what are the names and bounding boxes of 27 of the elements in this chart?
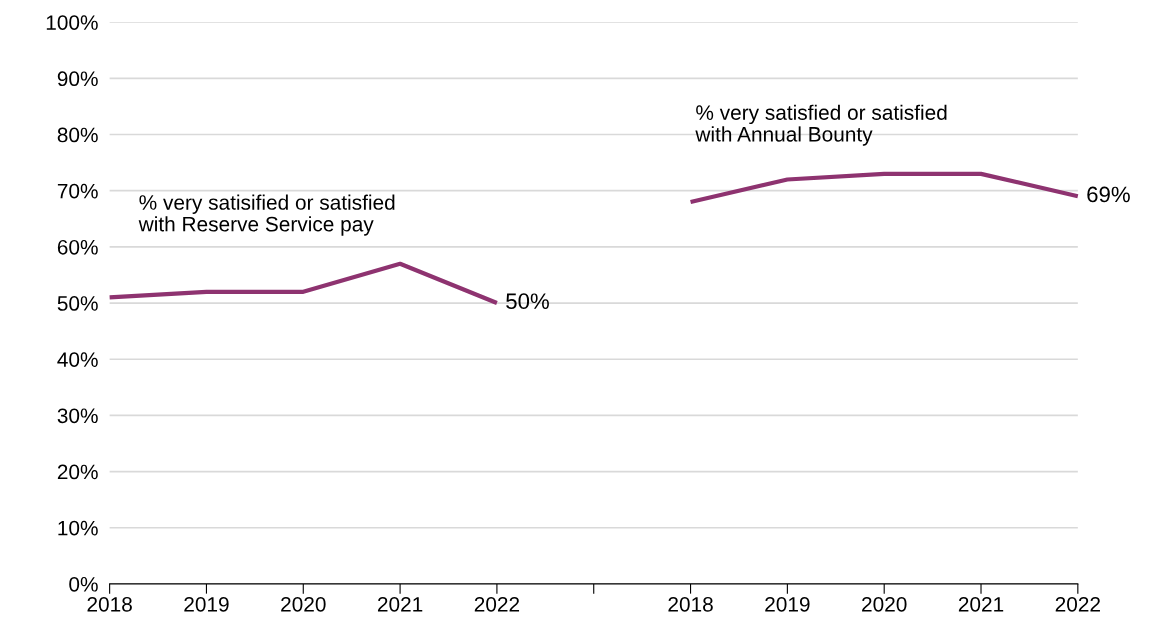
x-tick-label: 2020 <box>281 596 326 612</box>
y-tick-label: 0% <box>69 576 98 592</box>
y-tick-label: 30% <box>57 408 98 424</box>
x-tick-label: 2019 <box>184 596 229 612</box>
line-series <box>107 261 499 306</box>
y-tick-label: 10% <box>58 520 98 536</box>
y-tick-label: 40% <box>57 352 98 367</box>
x-tick-label: 2020 <box>862 596 907 612</box>
y-tick-label: 60% <box>57 239 98 255</box>
y-tick-label: 50% <box>57 296 98 311</box>
data-label: 50% <box>506 293 549 310</box>
y-tick-label: 90% <box>57 71 98 87</box>
x-tick-label: 2018 <box>668 596 713 612</box>
annotation: % very satisified or satisfied with Reserve Service pay <box>138 194 395 236</box>
data-label: 69% <box>1087 186 1130 203</box>
x-tick-label: 2019 <box>765 596 810 612</box>
x-tick-label: 2022 <box>474 596 520 612</box>
x-tick-label: 2022 <box>1055 596 1100 612</box>
y-tick-label: 100% <box>46 15 98 30</box>
x-tick-label: 2021 <box>377 596 423 612</box>
line-series <box>688 171 1080 205</box>
annotation: % very satisfied or satisfied with Annual Bounty <box>695 104 947 146</box>
x-tick-label: 2018 <box>87 596 132 612</box>
y-tick-label: 70% <box>57 183 98 199</box>
y-tick-label: 20% <box>57 464 98 480</box>
x-tick-label: 2021 <box>958 596 1004 612</box>
y-tick-label: 80% <box>57 127 98 143</box>
